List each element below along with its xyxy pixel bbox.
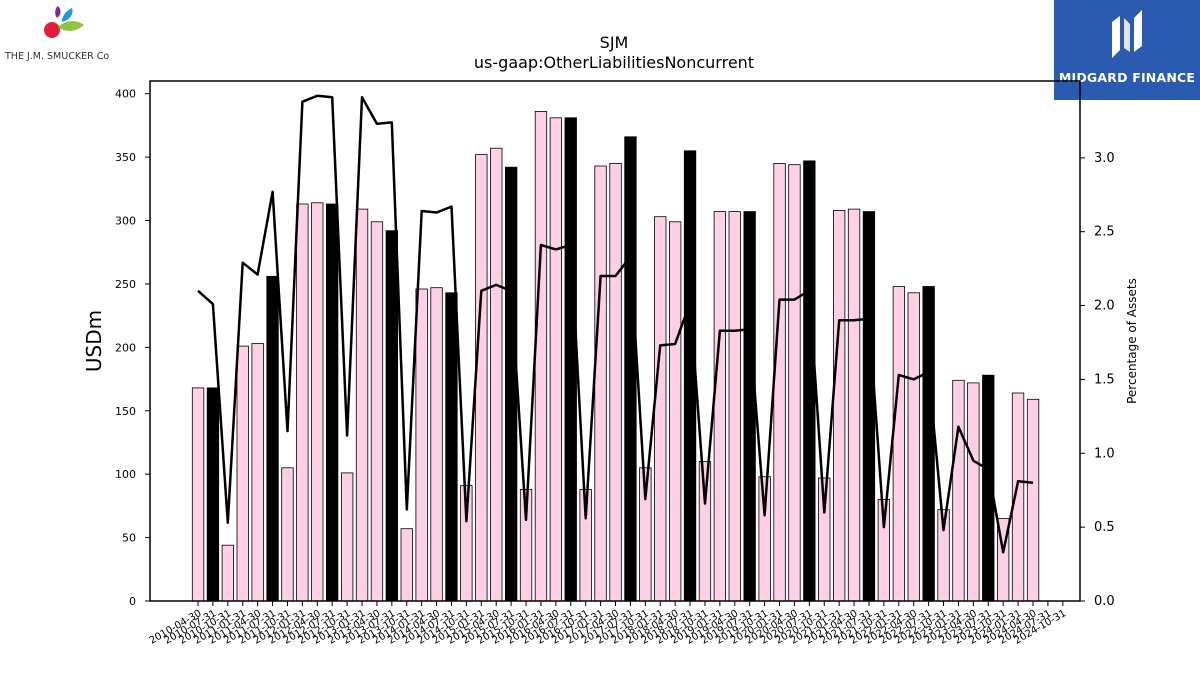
company-logo-mark xyxy=(44,6,84,38)
y2-tick-label: 2.5 xyxy=(1094,225,1115,240)
bar xyxy=(624,136,637,602)
y2-tick-label: 0.0 xyxy=(1094,594,1115,609)
x-axis: 2010-04-302010-07-312010-10-312011-01-31… xyxy=(148,601,1068,647)
bar xyxy=(206,387,220,602)
bar xyxy=(490,147,503,602)
company-logo: THE J.M. SMUCKER Co xyxy=(4,6,109,62)
bar xyxy=(400,528,413,602)
y-tick-label: 0 xyxy=(129,595,136,608)
bar xyxy=(728,211,741,602)
bar xyxy=(564,117,577,602)
bar xyxy=(445,292,458,602)
bar xyxy=(892,286,905,602)
bar xyxy=(907,292,920,602)
y2-tick-label: 1.0 xyxy=(1094,446,1115,461)
bar xyxy=(311,202,324,602)
bar xyxy=(713,211,726,602)
y-tick-label: 50 xyxy=(122,532,136,545)
bar xyxy=(370,221,384,602)
bar xyxy=(847,208,861,602)
bar xyxy=(355,208,369,602)
bars-layer xyxy=(191,111,1040,602)
y2-tick-label: 2.0 xyxy=(1094,299,1115,314)
bar xyxy=(803,160,816,602)
y-axis-left: 0 50 100 150 200 250 300 350 400 xyxy=(115,88,150,608)
y2-tick-label: 0.5 xyxy=(1094,520,1115,535)
bar xyxy=(191,387,205,602)
bar xyxy=(683,150,697,602)
line-layer xyxy=(197,94,1034,554)
y-tick-label: 150 xyxy=(115,405,136,418)
brand-name: MIDGARD FINANCE xyxy=(1058,70,1196,85)
bar xyxy=(654,216,667,602)
bar xyxy=(281,467,294,602)
bar xyxy=(698,461,712,602)
y-axis-right: 0.0 0.5 1.0 1.5 2.0 2.5 3.0 xyxy=(1080,151,1115,609)
bar xyxy=(251,343,264,602)
y2-tick-label: 1.5 xyxy=(1094,372,1115,387)
bar xyxy=(266,275,279,602)
y-tick-label: 100 xyxy=(115,468,136,481)
bar xyxy=(549,117,562,602)
bar xyxy=(862,211,876,602)
bar xyxy=(475,154,488,602)
bar xyxy=(236,345,249,602)
percentage-line xyxy=(197,94,1034,554)
brand-logo: MIDGARD FINANCE xyxy=(1054,0,1200,100)
y-tick-label: 200 xyxy=(115,341,136,354)
bar xyxy=(967,382,980,602)
bar xyxy=(758,476,771,602)
bar xyxy=(594,165,607,602)
company-logo-text: THE J.M. SMUCKER Co xyxy=(4,51,109,62)
bar xyxy=(415,288,428,602)
bar xyxy=(221,544,235,602)
y2-tick-label: 3.0 xyxy=(1094,151,1115,166)
y-tick-label: 350 xyxy=(115,151,136,164)
bar xyxy=(773,162,786,602)
bar xyxy=(833,209,846,602)
bar xyxy=(385,230,399,602)
bar xyxy=(952,379,965,602)
bar xyxy=(430,287,443,602)
y-axis-label: USDm xyxy=(82,310,106,372)
bar xyxy=(534,111,548,602)
bar xyxy=(325,203,339,602)
bar xyxy=(922,286,935,602)
brand-logo-icon xyxy=(1112,10,1142,58)
y-tick-label: 400 xyxy=(115,88,136,101)
y-tick-label: 250 xyxy=(115,278,136,291)
bar xyxy=(788,164,801,602)
bar xyxy=(669,221,682,602)
bar xyxy=(743,211,756,602)
chart-subtitle: us-gaap:OtherLiabilitiesNoncurrent xyxy=(474,53,754,72)
bar xyxy=(504,166,518,602)
bar xyxy=(1026,398,1040,602)
bar xyxy=(296,203,309,602)
bar xyxy=(609,162,622,602)
bar xyxy=(340,472,354,602)
y2-axis-label: Percentage of Assets xyxy=(1125,278,1139,404)
chart-title: SJM xyxy=(600,33,629,52)
y-tick-label: 300 xyxy=(115,215,136,228)
